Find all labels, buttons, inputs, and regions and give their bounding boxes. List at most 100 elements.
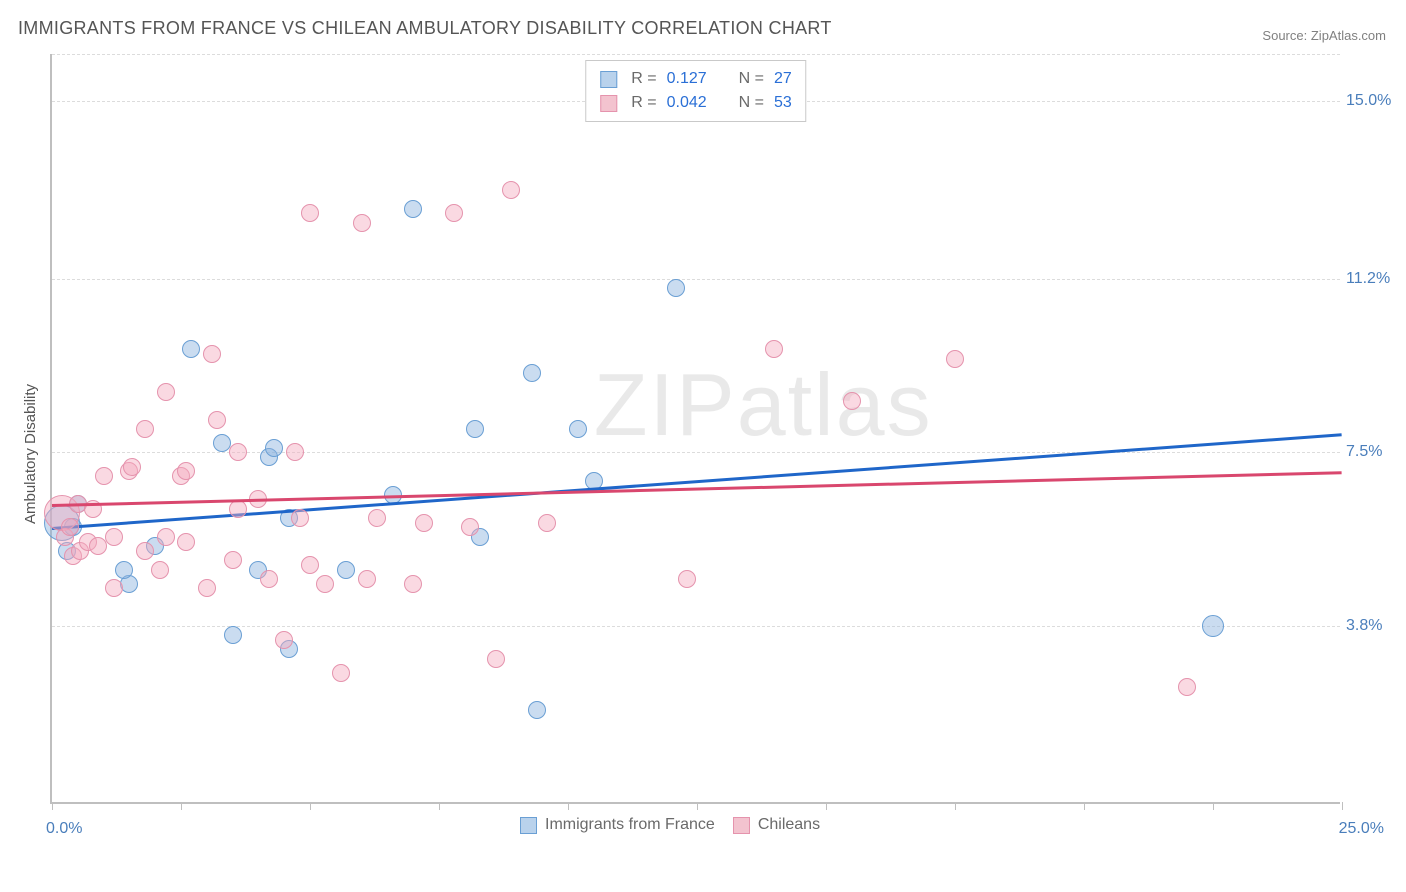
legend-item: Chileans [733,816,820,834]
scatter-point [445,204,463,222]
watermark-light: atlas [737,355,933,454]
scatter-point [404,575,422,593]
y-axis-label: 11.2% [1346,270,1390,288]
n-label: N = [739,94,764,112]
scatter-point [404,200,422,218]
x-tick [826,802,827,810]
scatter-point [115,561,133,579]
scatter-point [332,664,350,682]
scatter-point [538,514,556,532]
legend-swatch-icon [733,817,750,834]
scatter-point [946,350,964,368]
scatter-point [1202,615,1224,637]
y-axis-label: 15.0% [1346,92,1391,110]
chart-container: ZIPatlas R = 0.127 N = 27 R = 0.042 N = … [50,54,1390,834]
x-axis-max-label: 25.0% [1339,820,1384,838]
regression-line [52,471,1342,506]
scatter-point [765,340,783,358]
scatter-point [368,509,386,527]
scatter-point [177,462,195,480]
legend-label: Chileans [758,816,820,834]
scatter-point [198,579,216,597]
r-value: 0.127 [667,70,719,88]
scatter-point [415,514,433,532]
scatter-point [105,579,123,597]
x-tick [1084,802,1085,810]
scatter-point [667,279,685,297]
legend-swatch-icon [600,71,617,88]
scatter-point [291,509,309,527]
x-tick [310,802,311,810]
n-value: 53 [774,94,792,112]
y-axis-label: 7.5% [1346,443,1382,461]
scatter-point [461,518,479,536]
chart-title: IMMIGRANTS FROM FRANCE VS CHILEAN AMBULA… [18,18,832,39]
scatter-point [157,383,175,401]
x-tick [439,802,440,810]
scatter-point [157,528,175,546]
scatter-point [95,467,113,485]
scatter-point [203,345,221,363]
y-axis-label: 3.8% [1346,617,1382,635]
x-tick [1213,802,1214,810]
scatter-point [316,575,334,593]
gridline [52,626,1340,627]
scatter-point [136,542,154,560]
x-tick [568,802,569,810]
scatter-point [523,364,541,382]
legend-row: R = 0.042 N = 53 [600,91,791,115]
source-value: ZipAtlas.com [1311,28,1386,43]
scatter-point [123,458,141,476]
scatter-point [569,420,587,438]
watermark-bold: ZIP [594,355,737,454]
scatter-point [502,181,520,199]
scatter-point [353,214,371,232]
scatter-point [177,533,195,551]
x-tick [697,802,698,810]
scatter-point [337,561,355,579]
scatter-point [105,528,123,546]
scatter-point [260,570,278,588]
x-tick [1342,802,1343,810]
scatter-point [301,556,319,574]
x-tick [181,802,182,810]
x-tick [955,802,956,810]
scatter-point [136,420,154,438]
scatter-point [528,701,546,719]
gridline [52,279,1340,280]
scatter-point [487,650,505,668]
legend-label: Immigrants from France [545,816,715,834]
legend-series: Immigrants from France Chileans [520,816,820,834]
n-value: 27 [774,70,792,88]
scatter-point [678,570,696,588]
scatter-point [275,631,293,649]
y-axis-title: Ambulatory Disability [22,384,39,524]
scatter-point [466,420,484,438]
scatter-point [286,443,304,461]
scatter-point [1178,678,1196,696]
legend-row: R = 0.127 N = 27 [600,67,791,91]
source-credit: Source: ZipAtlas.com [1262,28,1386,43]
scatter-point [265,439,283,457]
n-label: N = [739,70,764,88]
legend-stats: R = 0.127 N = 27 R = 0.042 N = 53 [585,60,806,122]
scatter-point [61,518,79,536]
scatter-point [229,500,247,518]
plot-area: ZIPatlas R = 0.127 N = 27 R = 0.042 N = … [50,54,1340,804]
scatter-point [843,392,861,410]
watermark: ZIPatlas [594,354,933,456]
scatter-point [182,340,200,358]
gridline [52,54,1340,55]
r-label: R = [631,94,656,112]
legend-item: Immigrants from France [520,816,715,834]
scatter-point [208,411,226,429]
scatter-point [224,551,242,569]
legend-swatch-icon [520,817,537,834]
x-axis-min-label: 0.0% [46,820,82,838]
scatter-point [301,204,319,222]
x-tick [52,802,53,810]
r-label: R = [631,70,656,88]
legend-swatch-icon [600,95,617,112]
scatter-point [229,443,247,461]
scatter-point [358,570,376,588]
